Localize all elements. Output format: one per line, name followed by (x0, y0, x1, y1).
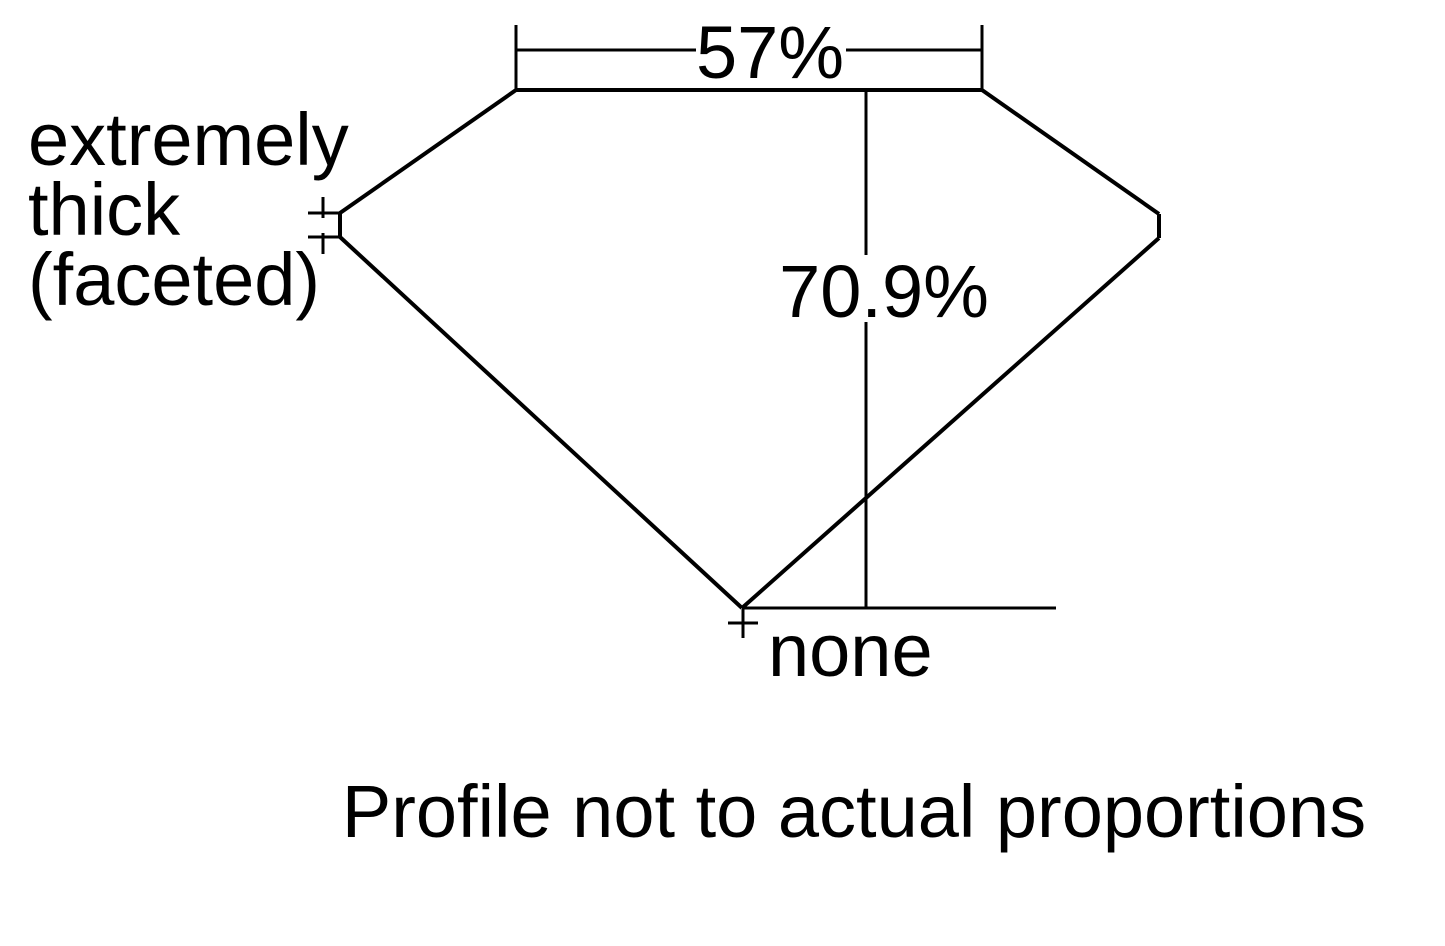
girdle-label-line2: thick (28, 168, 181, 251)
girdle-label-line1: extremely (28, 98, 349, 181)
table-width-label: 57% (696, 11, 844, 94)
depth-label: 70.9% (779, 250, 989, 333)
girdle-tick-marks (308, 197, 340, 254)
crown-right-line (980, 88, 1161, 216)
diamond-outline (338, 88, 1161, 610)
depth-dimension (742, 90, 1056, 610)
culet-cross-mark (728, 609, 758, 638)
crown-left-line (338, 88, 518, 215)
caption: Profile not to actual proportions (342, 770, 1366, 853)
girdle-label-line3: (faceted) (28, 238, 320, 321)
pavilion-right-line (740, 236, 1161, 610)
culet-label: none (768, 609, 933, 692)
table-width-dimension (514, 25, 984, 90)
pavilion-left-line (338, 235, 744, 610)
